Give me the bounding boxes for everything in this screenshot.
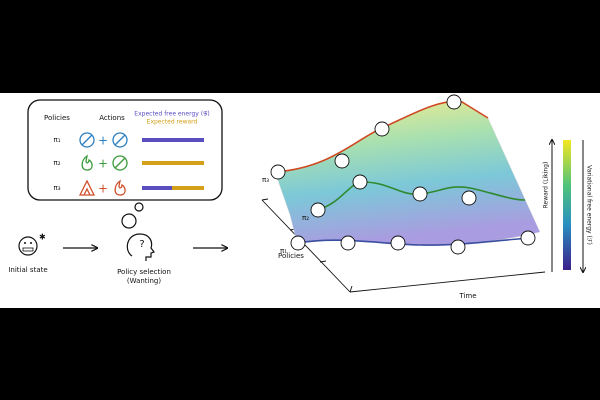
policy-path [296,237,531,246]
thought-bubble [134,202,144,212]
axis-label: Time [458,292,476,300]
axis-label: Policies [278,252,304,260]
initial-face: ✱ [18,233,46,256]
axes [261,198,546,293]
selection-note: (Wanting) [127,277,162,285]
svg-text:+: + [98,134,108,148]
initial-label: Initial state [8,266,47,274]
policy-label: π₁ [53,136,60,144]
svg-text:+: + [98,182,108,196]
thought-bubble [121,213,137,229]
colorbar-label: Variational free energy (ℱ) [586,165,593,245]
surface-policy-label: π₂ [302,214,309,222]
legend-reward: Expected reward [147,119,198,126]
colorbar [563,140,571,270]
surface-policy-label: π₁ [280,247,287,255]
header: Policies [44,114,70,122]
state-markers [270,94,536,255]
legend-free-energy: Expected free energy (𝒢) [134,111,209,118]
header: Actions [99,114,125,122]
surface-policy-label: π₃ [262,176,269,184]
svg-text:+: + [98,157,108,171]
selection-label: Policy selection [117,268,171,276]
policy-bars [142,138,204,190]
svg-text:✱: ✱ [39,233,46,242]
colorbar-label: Reward (Liking) [543,162,550,209]
action-icons: + + + [78,132,128,196]
policy-label: π₂ [53,159,60,167]
policy-label: π₃ [53,184,60,192]
head-icon [126,233,155,261]
policy-panel [27,99,223,201]
question-mark: ? [139,239,144,250]
